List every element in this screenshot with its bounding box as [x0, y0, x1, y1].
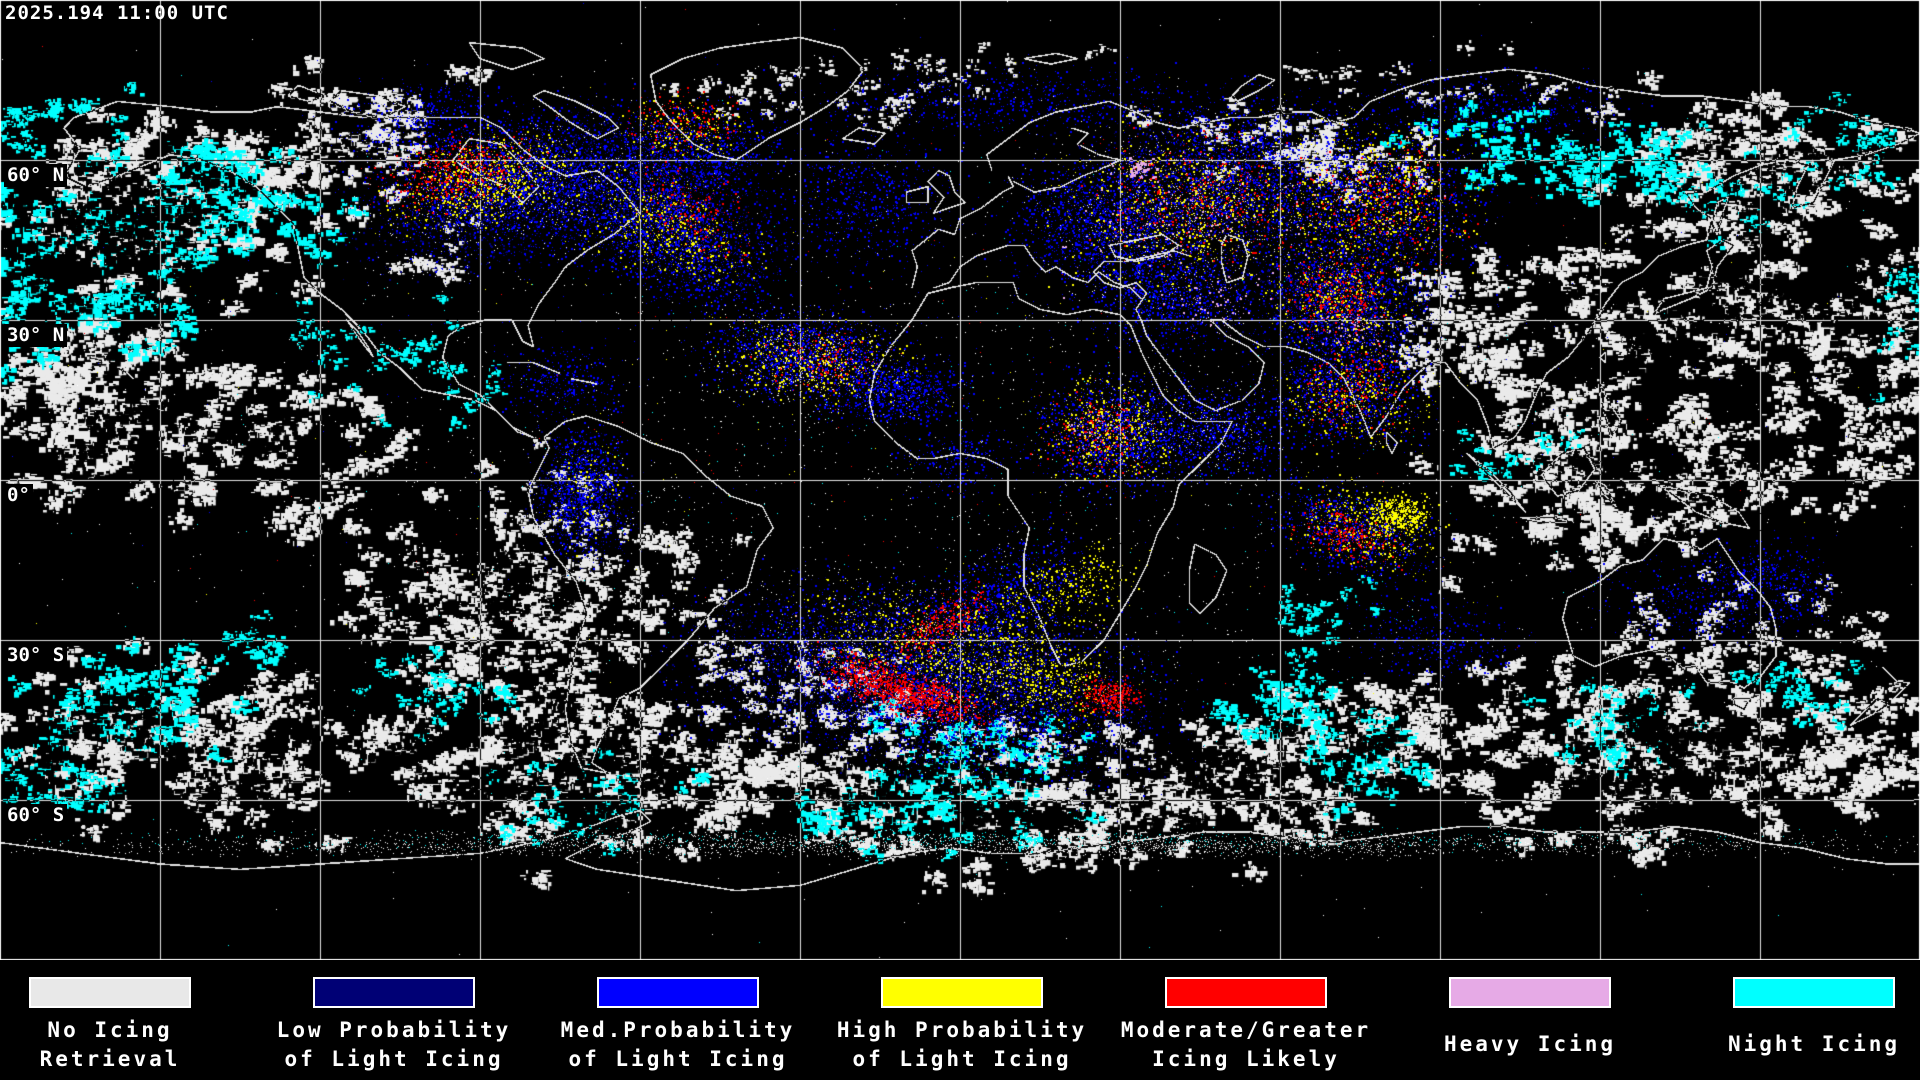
legend-label: of Light Icing [284, 1047, 504, 1071]
timestamp: 2025.194 11:00 UTC [5, 2, 229, 24]
legend-label: Night Icing [1727, 1032, 1901, 1056]
lat-label-30n: 30° N [4, 324, 68, 347]
legend-label: of Light Icing [852, 1047, 1072, 1071]
legend-swatch-moderate-greater-icing [1165, 977, 1327, 1008]
lat-label-60s: 60° S [4, 804, 68, 827]
legend-item-med-prob-light-icing: Med.Probability of Light Icing [498, 977, 858, 1074]
legend-item-night-icing: Night Icing [1634, 977, 1920, 1059]
legend-item-low-prob-light-icing: Low Probability of Light Icing [214, 977, 574, 1074]
legend-swatch-high-prob-light-icing [881, 977, 1043, 1008]
legend-swatch-low-prob-light-icing [313, 977, 475, 1008]
legend-label: Low Probability [276, 1018, 512, 1042]
icing-map-canvas [0, 0, 1920, 960]
legend-label: of Light Icing [568, 1047, 788, 1071]
legend-label: Med.Probability [560, 1018, 796, 1042]
legend-label: No Icing [47, 1018, 173, 1042]
legend-item-no-icing-retrieval: No Icing Retrieval [0, 977, 290, 1074]
legend-item-heavy-icing: Heavy Icing [1350, 977, 1710, 1059]
lat-label-30s: 30° S [4, 644, 68, 667]
legend-swatch-med-prob-light-icing [597, 977, 759, 1008]
legend-item-moderate-greater-icing: Moderate/Greater Icing Likely [1066, 977, 1426, 1074]
legend-swatch-night-icing [1733, 977, 1895, 1008]
legend-label: Icing Likely [1152, 1047, 1340, 1071]
legend-label: Heavy Icing [1443, 1032, 1617, 1056]
legend-label: High Probability [836, 1018, 1088, 1042]
lat-label-0: 0° [4, 484, 33, 507]
legend-label: Retrieval [39, 1047, 181, 1071]
legend-item-high-prob-light-icing: High Probability of Light Icing [782, 977, 1142, 1074]
legend-swatch-no-icing-retrieval [29, 977, 191, 1008]
legend-label: Moderate/Greater [1120, 1018, 1372, 1042]
legend-swatch-heavy-icing [1449, 977, 1611, 1008]
lat-label-60n: 60° N [4, 164, 68, 187]
